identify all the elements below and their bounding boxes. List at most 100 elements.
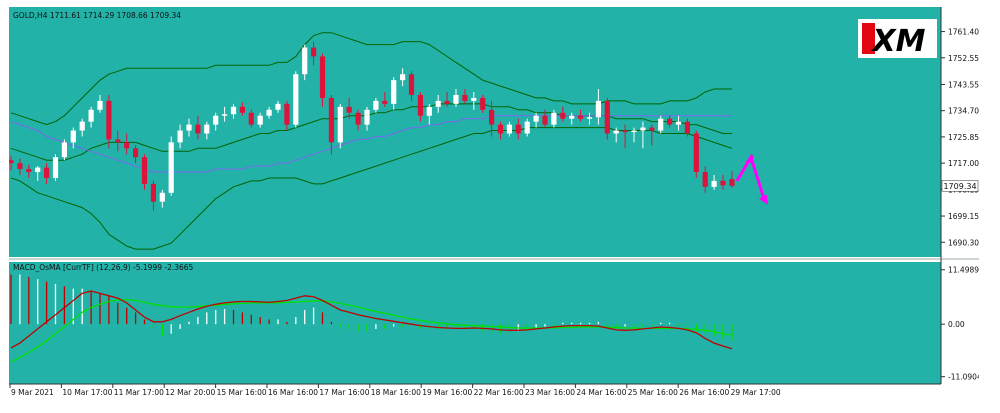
candle-bearish bbox=[195, 125, 200, 134]
candle-bullish bbox=[213, 116, 218, 125]
candle-bullish bbox=[712, 181, 717, 187]
candle-bearish bbox=[356, 113, 361, 125]
time-tick-label: 15 Mar 16:00 bbox=[217, 388, 267, 397]
candle-bullish bbox=[53, 157, 58, 178]
candle-bearish bbox=[623, 131, 628, 132]
candle-bullish bbox=[267, 110, 272, 116]
time-axis: 9 Mar 2021 10 Mar 17:00 11 Mar 17:00 12 Mar… bbox=[10, 384, 781, 397]
candle-bullish bbox=[89, 110, 94, 122]
time-tick-label: 23 Mar 16:00 bbox=[525, 388, 575, 397]
macd-tick-label: 11.4989 bbox=[948, 266, 979, 275]
macd-tick-label: 0.00 bbox=[948, 320, 965, 329]
candle-bearish bbox=[320, 56, 325, 97]
current-price-tag: 1709.34 bbox=[942, 180, 978, 191]
candle-bearish bbox=[284, 104, 289, 125]
candle-bullish bbox=[427, 107, 432, 116]
candle-bullish bbox=[569, 116, 574, 119]
candle-bullish bbox=[631, 131, 636, 132]
time-tick-label: 10 Mar 17:00 bbox=[62, 388, 112, 397]
candle-bullish bbox=[640, 128, 645, 131]
candle-bearish bbox=[516, 125, 521, 134]
candle-bearish bbox=[694, 134, 699, 173]
price-tick-label: 1699.15 bbox=[948, 212, 979, 221]
candle-bearish bbox=[151, 184, 156, 202]
price-tick-label: 1761.40 bbox=[948, 28, 979, 37]
time-tick-label: 25 Mar 16:00 bbox=[628, 388, 678, 397]
candle-bullish bbox=[338, 107, 343, 143]
time-tick-label: 16 Mar 16:00 bbox=[268, 388, 318, 397]
candle-bullish bbox=[436, 101, 441, 107]
candle-bearish bbox=[560, 113, 565, 119]
candle-bearish bbox=[106, 101, 111, 140]
time-tick-label: 9 Mar 2021 bbox=[11, 388, 54, 397]
chart-title: GOLD,H4 1711.61 1714.29 1708.66 1709.34 bbox=[13, 11, 181, 20]
candle-bearish bbox=[133, 148, 138, 157]
candle-bullish bbox=[364, 110, 369, 125]
candle-bullish bbox=[186, 125, 191, 131]
candle-bearish bbox=[605, 101, 610, 134]
candle-bearish bbox=[26, 169, 31, 172]
time-tick-label: 12 Mar 20:00 bbox=[165, 388, 215, 397]
time-tick-label: 22 Mar 16:00 bbox=[474, 388, 524, 397]
candle-bullish bbox=[471, 98, 476, 101]
time-tick-label: 19 Mar 16:00 bbox=[422, 388, 472, 397]
price-tick-label: 1717.00 bbox=[948, 159, 979, 168]
candle-bearish bbox=[542, 116, 547, 125]
candle-bearish bbox=[240, 107, 245, 113]
macd-panel[interactable] bbox=[9, 262, 941, 384]
chart-canvas: 1761.401752.551743.551734.701725.851717.… bbox=[9, 7, 979, 405]
macd-tick-label: -11.0904 bbox=[948, 373, 979, 382]
macd-title: MACD_OsMA [CurrTF] (12,26,9) -5.1999 -2.… bbox=[13, 263, 194, 272]
candle-bearish bbox=[142, 157, 147, 184]
candle-bullish bbox=[614, 131, 619, 134]
candle-bearish bbox=[685, 122, 690, 134]
candle-bullish bbox=[35, 168, 40, 172]
price-tick-label: 1725.85 bbox=[948, 133, 979, 142]
price-panel[interactable] bbox=[9, 7, 941, 257]
candle-bullish bbox=[178, 131, 183, 143]
candle-bearish bbox=[249, 113, 254, 125]
candle-bearish bbox=[311, 48, 316, 57]
xm-logo: XM bbox=[858, 19, 937, 59]
time-tick-label: 17 Mar 16:00 bbox=[319, 388, 369, 397]
candle-bullish bbox=[676, 122, 681, 125]
candle-bearish bbox=[578, 116, 583, 119]
candle-bullish bbox=[587, 117, 592, 118]
candle-bullish bbox=[373, 101, 378, 110]
price-tick-label: 1734.70 bbox=[948, 107, 979, 116]
candle-bearish bbox=[418, 95, 423, 116]
candle-bullish bbox=[658, 119, 663, 131]
candle-bullish bbox=[80, 122, 85, 131]
candle-bearish bbox=[17, 163, 22, 169]
current-price-label: 1709.34 bbox=[943, 182, 976, 191]
candle-bearish bbox=[124, 142, 129, 148]
price-tick-label: 1752.55 bbox=[948, 54, 979, 63]
candle-bearish bbox=[720, 181, 725, 185]
candle-bearish bbox=[44, 168, 49, 178]
candle-bullish bbox=[302, 48, 307, 75]
candle-bearish bbox=[703, 172, 708, 187]
candle-bearish bbox=[480, 98, 485, 110]
candle-bullish bbox=[534, 116, 539, 122]
candle-bullish bbox=[169, 142, 174, 192]
candle-bearish bbox=[649, 128, 654, 131]
candle-bullish bbox=[400, 74, 405, 80]
candle-bullish bbox=[222, 114, 227, 115]
time-tick-label: 24 Mar 16:00 bbox=[576, 388, 626, 397]
candle-bearish bbox=[115, 139, 120, 142]
candle-bearish bbox=[498, 125, 503, 134]
candle-bullish bbox=[551, 113, 556, 125]
candle-bearish bbox=[489, 110, 494, 125]
candle-bullish bbox=[391, 80, 396, 104]
time-tick-label: 29 Mar 17:00 bbox=[731, 388, 781, 397]
time-tick-label: 26 Mar 16:00 bbox=[679, 388, 729, 397]
candle-bearish bbox=[382, 101, 387, 104]
candle-bullish bbox=[525, 122, 530, 134]
candle-bullish bbox=[275, 104, 280, 110]
candle-bullish bbox=[507, 125, 512, 134]
candle-bullish bbox=[204, 125, 209, 134]
candle-bullish bbox=[596, 101, 601, 117]
candle-bearish bbox=[347, 107, 352, 113]
price-axis: 1761.40 1752.55 1743.55 1734.70 1725.85 1717.… bbox=[941, 28, 979, 248]
candle-bullish bbox=[453, 95, 458, 104]
